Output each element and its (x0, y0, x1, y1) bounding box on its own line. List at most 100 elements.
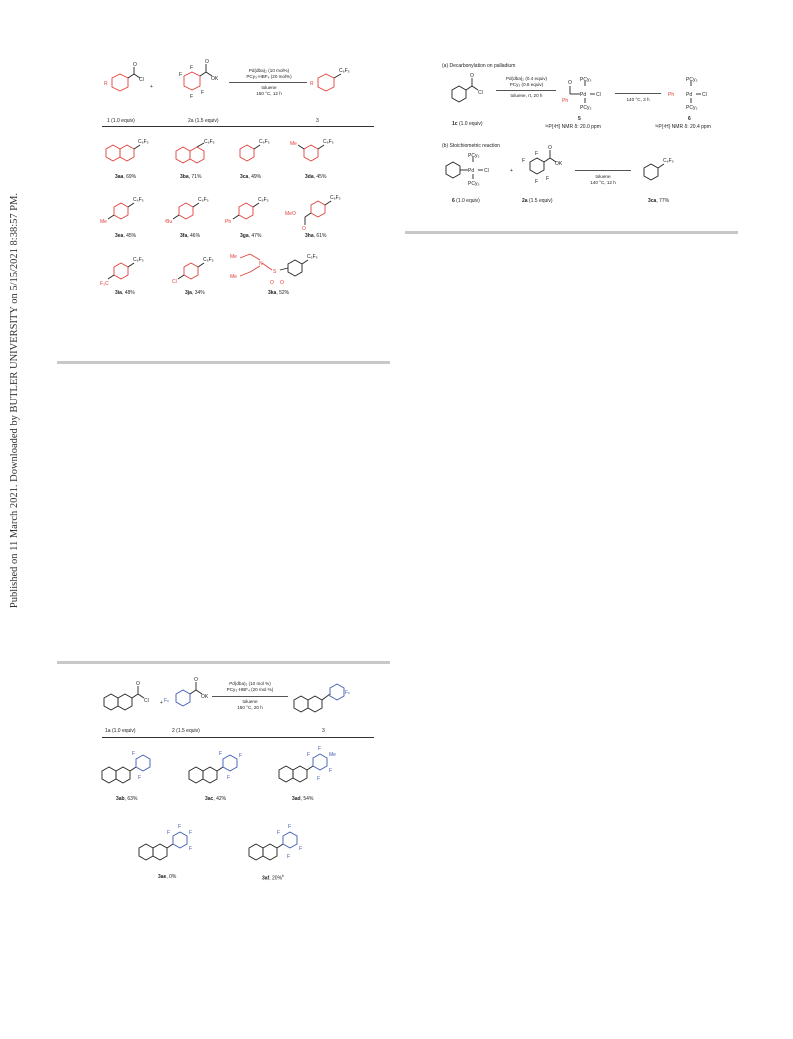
scheme-b-title: (b) Stoichiometric reaction (442, 143, 501, 149)
product-3ab-structure: F F (101, 751, 151, 784)
product-3ha-structure: MeO O C₆F₅ (285, 195, 341, 232)
svg-text:PCy₃: PCy₃ (686, 77, 697, 83)
product-3ca-label: 3ca, 49% (240, 174, 262, 180)
section-divider-1 (57, 361, 390, 364)
svg-text:F: F (288, 824, 291, 830)
heating-conditions: 140 °C, 3 h (626, 97, 650, 102)
plus-sign-3: + (160, 700, 163, 706)
scheme-divider (102, 126, 374, 127)
scheme3-conditions-lower: toluene 150 °C, 20 h (237, 699, 263, 710)
svg-text:Ph: Ph (668, 92, 674, 98)
scheme3-arrow (212, 696, 288, 697)
reactant-2-label: 2a (1.5 equiv) (188, 118, 219, 124)
svg-text:C₆F₅: C₆F₅ (307, 254, 318, 260)
arrow-a2 (615, 93, 661, 94)
svg-text:PCy₃: PCy₃ (686, 105, 697, 111)
svg-text:C₆F₅: C₆F₅ (133, 257, 144, 263)
svg-text:C₆F₅: C₆F₅ (138, 139, 149, 145)
reactant-1c-label: 1c (1.0 equiv) (452, 121, 483, 127)
svg-text:F₃C: F₃C (100, 281, 109, 287)
svg-text:Cl: Cl (484, 168, 489, 174)
product-3ca-b-structure: C₆F₅ (643, 158, 674, 181)
svg-text:Cl: Cl (478, 90, 483, 96)
product-3ka-label: 3ka, 52% (268, 290, 290, 296)
product-3fa-structure: ᵗBu C₆F₅ (165, 197, 209, 225)
svg-text:F: F (132, 751, 135, 757)
decarbonylation-conditions: Pd(dba)₂ (0.4 equiv) PCy₃ (0.8 equiv) (505, 76, 548, 87)
product-3-structure: C₆F₅ R (310, 68, 350, 92)
svg-text:F: F (219, 751, 222, 757)
product-3da-structure: Me C₆F₅ (290, 139, 334, 162)
svg-text:C₆F₅: C₆F₅ (133, 197, 144, 203)
svg-text:OK: OK (201, 694, 209, 700)
svg-text:O: O (470, 73, 474, 79)
svg-text:Fₙ: Fₙ (345, 690, 350, 696)
svg-text:O: O (136, 681, 140, 687)
svg-text:F: F (239, 753, 242, 759)
svg-text:F: F (190, 94, 193, 100)
svg-text:Cl: Cl (144, 698, 149, 704)
reaction-conditions: Pd(dba)₂ (10 mol%) PCy₃·HBF₄ (20 mol%) (246, 68, 292, 79)
svg-text:F: F (287, 854, 290, 860)
product-3-biaryl-structure: Fₙ (293, 683, 350, 713)
product-3ia-structure: F₃C C₆F₅ (100, 257, 144, 287)
svg-text:F: F (535, 151, 538, 157)
svg-text:OK: OK (555, 161, 563, 167)
svg-text:R: R (310, 81, 314, 87)
complex-6-structure: Pd Cl PCy₃ PCy₃ (445, 153, 489, 187)
nmr-5: ³¹P{¹H} NMR δ: 20.0 ppm (545, 124, 601, 130)
reaction-arrow (229, 82, 307, 83)
intermediate-5-structure: O Ph Pd Cl PCy₃ PCy₃ (562, 77, 601, 111)
product-3ca-structure: C₆F₅ (239, 139, 270, 162)
svg-text:PCy₃: PCy₃ (580, 105, 591, 111)
svg-text:O: O (270, 280, 274, 286)
download-note-text: Published on 11 March 2021. Downloaded b… (9, 192, 21, 608)
product-3ha-label: 3ha, 61% (305, 233, 327, 239)
svg-text:Me: Me (230, 274, 237, 280)
product-3ba-label: 3ba, 71% (180, 174, 202, 180)
svg-text:O: O (133, 62, 137, 68)
svg-text:F: F (307, 752, 310, 758)
arrow-b (575, 170, 631, 171)
product-3af-label: 3af, 20%b (262, 874, 284, 882)
product-3ae-label: 3ae, 0% (158, 874, 177, 880)
section-divider-2 (405, 231, 738, 234)
svg-text:O: O (205, 59, 209, 65)
reactant-1-label: 1 (1.0 equiv) (107, 118, 135, 124)
scheme3-divider (102, 737, 374, 738)
svg-text:C₆F₅: C₆F₅ (323, 139, 334, 145)
svg-text:F: F (227, 775, 230, 781)
plus-sign: + (150, 84, 153, 90)
intermediate-5-label: 5 (578, 116, 581, 122)
svg-text:Me: Me (230, 254, 237, 260)
product-3af-structure: F F F F (248, 824, 302, 861)
svg-text:PCy₃: PCy₃ (468, 181, 479, 187)
svg-text:C₆F₅: C₆F₅ (203, 257, 214, 263)
svg-text:MeO: MeO (285, 211, 296, 217)
svg-text:F: F (190, 65, 193, 71)
svg-text:F: F (138, 775, 141, 781)
product-3ja-label: 3ja, 34% (185, 290, 205, 296)
reaction-conditions-lower: toluene 150 °C, 12 h (256, 85, 282, 96)
product-3fa-label: 3fa, 46% (180, 233, 201, 239)
svg-text:C₆F₅: C₆F₅ (339, 68, 350, 74)
product-3ae-structure: F F F F (138, 824, 192, 861)
svg-text:Pd: Pd (468, 168, 474, 174)
svg-text:Me: Me (329, 752, 336, 758)
intermediate-6-label: 6 (688, 116, 691, 122)
scheme3-product-label: 3 (322, 728, 325, 734)
svg-text:O: O (280, 280, 284, 286)
product-3da-label: 3da, 45% (305, 174, 327, 180)
svg-text:C₆F₅: C₆F₅ (663, 158, 674, 164)
svg-text:F: F (189, 830, 192, 836)
product-3ia-label: 3ia, 48% (115, 290, 135, 296)
svg-text:Pd: Pd (686, 92, 692, 98)
plus-sign-b: + (510, 168, 513, 174)
decarbonylation-conditions-lower: toluene, rt, 20 h (510, 93, 543, 98)
product-3aa-label: 3aa, 69% (115, 174, 137, 180)
svg-text:F: F (299, 846, 302, 852)
svg-text:Ph: Ph (562, 98, 568, 104)
product-3ga-label: 3ga, 47% (240, 233, 262, 239)
product-3ab-label: 3ab, 63% (116, 796, 138, 802)
fluoroaryl-carboxylate-structure: O OK Fₙ (164, 677, 209, 707)
